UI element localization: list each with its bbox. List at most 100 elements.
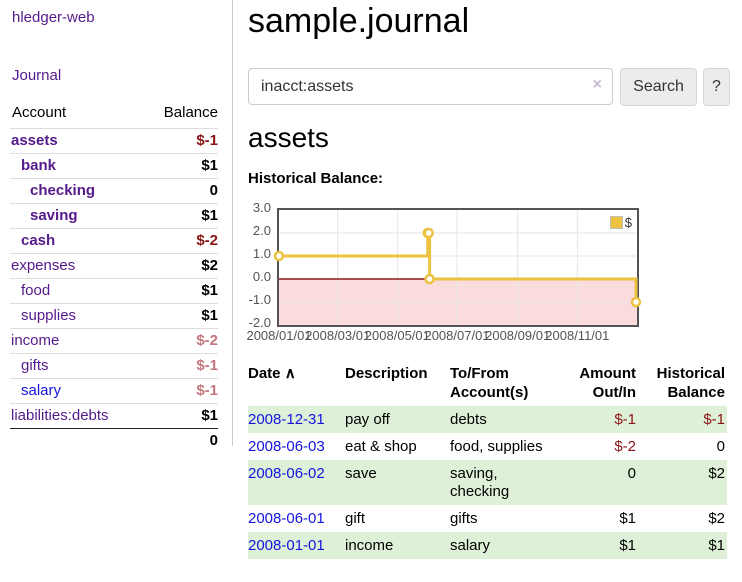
- page-title: sample.journal: [248, 2, 470, 40]
- app-title-link[interactable]: hledger-web: [12, 9, 95, 26]
- chart-title: Historical Balance:: [248, 170, 384, 187]
- account-row: bank $1: [10, 153, 218, 178]
- data-point-marker: [273, 250, 285, 262]
- txn-date[interactable]: 2008-12-31: [248, 411, 325, 428]
- y-axis-tick-label: -1.0: [248, 292, 271, 307]
- account-balance: $2: [201, 257, 218, 274]
- search-button[interactable]: Search: [620, 68, 697, 106]
- account-link-salary[interactable]: salary: [21, 382, 62, 399]
- account-balance: $-1: [196, 132, 218, 149]
- legend-swatch-icon: [609, 216, 623, 229]
- y-axis-tick-label: 3.0: [252, 200, 271, 215]
- account-link-assets[interactable]: assets: [11, 132, 58, 149]
- y-axis-tick-label: 2.0: [252, 223, 271, 238]
- chart-plot[interactable]: $: [273, 208, 642, 327]
- account-row: salary $-1: [10, 378, 218, 403]
- txn-date[interactable]: 2008-01-01: [248, 537, 325, 554]
- txn-amount: 0: [627, 465, 636, 482]
- accounts-total-row: 0: [10, 428, 218, 453]
- account-row: gifts $-1: [10, 353, 218, 378]
- account-column-header: Account: [12, 104, 67, 121]
- account-link-bank[interactable]: bank: [21, 157, 57, 174]
- y-axis-tick-label: -2.0: [248, 315, 271, 330]
- y-axis-tick-label: 1.0: [252, 246, 271, 261]
- register-header-row: Date ∧ Description To/From Account(s) Am…: [248, 360, 727, 406]
- x-axis-tick-label: 2008/01/01: [246, 328, 312, 343]
- search-form: ×: [248, 68, 613, 105]
- account-link-gifts[interactable]: gifts: [21, 357, 49, 374]
- account-row: food $1: [10, 278, 218, 303]
- account-row: supplies $1: [10, 303, 218, 328]
- data-point-marker: [630, 296, 642, 308]
- sidebar-divider: [232, 0, 233, 446]
- txn-date[interactable]: 2008-06-02: [248, 465, 325, 482]
- account-link-supplies[interactable]: supplies: [21, 307, 77, 324]
- account-balance: 0: [209, 182, 218, 199]
- register-row: 2008-06-03 eat & shop food, supplies $-2 0: [248, 433, 727, 460]
- data-point-marker: [423, 227, 434, 239]
- account-link-food[interactable]: food: [21, 282, 51, 299]
- account-tree-header: Account Balance: [10, 101, 218, 128]
- account-link-checking[interactable]: checking: [30, 182, 96, 199]
- txn-balance: $2: [708, 465, 725, 482]
- account-balance: $1: [201, 407, 218, 424]
- txn-description: income: [345, 537, 394, 554]
- x-axis-tick-label: 2008/07/01: [424, 328, 490, 343]
- account-row: expenses $2: [10, 253, 218, 278]
- amount-column-header: Amount Out/In: [579, 365, 636, 401]
- account-row: assets $-1: [10, 128, 218, 153]
- account-row: cash $-2: [10, 228, 218, 253]
- account-tree-body: assets $-1 bank $1 checking 0 saving $1 cash $-2 e…: [10, 128, 218, 428]
- txn-date[interactable]: 2008-06-01: [248, 510, 325, 527]
- account-link-saving[interactable]: saving: [30, 207, 78, 224]
- search-input[interactable]: [248, 68, 613, 105]
- account-balance: $1: [201, 282, 218, 299]
- accounts-column-header: To/From Account(s): [450, 365, 529, 401]
- help-button[interactable]: ?: [703, 68, 730, 106]
- txn-description: save: [345, 465, 377, 482]
- sort-asc-icon: ∧: [284, 365, 296, 382]
- x-axis-tick-label: 2008/03/01: [305, 328, 371, 343]
- txn-amount: $1: [619, 510, 636, 527]
- x-axis-tick-label: 2008/09/01: [485, 328, 551, 343]
- account-heading: assets: [248, 122, 329, 153]
- txn-balance: 0: [716, 438, 725, 455]
- description-column-header: Description: [345, 365, 428, 382]
- txn-accounts: debts: [450, 411, 487, 428]
- txn-accounts: gifts: [450, 510, 478, 527]
- historical-balance-chart: 3.0 2.0 1.0 0.0 -1.0 -2.0 $ 2008/01/01 2008/03…: [243, 200, 643, 350]
- account-link-income[interactable]: income: [11, 332, 60, 349]
- txn-amount: $-2: [614, 438, 636, 455]
- sidebar-item-journal[interactable]: Journal: [12, 67, 62, 84]
- balance-column-header: Historical Balance: [656, 365, 725, 401]
- account-balance: $1: [201, 307, 218, 324]
- account-row: liabilities:debts $1: [10, 403, 218, 428]
- x-axis-tick-label: 2008/11/01: [545, 328, 610, 343]
- register-row: 2008-01-01 income salary $1 $1: [248, 532, 727, 559]
- balance-column-header: Balance: [163, 104, 218, 121]
- account-balance: $1: [201, 157, 218, 174]
- register-table: Date ∧ Description To/From Account(s) Am…: [248, 360, 727, 559]
- account-link-expenses[interactable]: expenses: [11, 257, 76, 274]
- register-row: 2008-12-31 pay off debts $-1 $-1: [248, 406, 727, 433]
- account-row: saving $1: [10, 203, 218, 228]
- txn-balance: $2: [708, 510, 725, 527]
- txn-accounts: salary: [450, 537, 491, 554]
- legend-label: $: [624, 215, 632, 230]
- txn-accounts: saving, checking: [450, 465, 510, 500]
- txn-date[interactable]: 2008-06-03: [248, 438, 325, 455]
- register-row: 2008-06-02 save saving, checking 0 $2: [248, 460, 727, 505]
- clear-search-icon[interactable]: ×: [592, 76, 602, 93]
- txn-description: pay off: [345, 411, 390, 428]
- account-balance: $1: [201, 207, 218, 224]
- account-link-liabilities-debts[interactable]: liabilities:debts: [11, 407, 109, 424]
- account-row: income $-2: [10, 328, 218, 353]
- date-column-header: Date ∧: [248, 365, 296, 382]
- chart-legend: $: [607, 214, 634, 231]
- account-link-cash[interactable]: cash: [21, 232, 56, 249]
- txn-accounts: food, supplies: [450, 438, 543, 455]
- txn-balance: $1: [708, 537, 725, 554]
- account-balance: $-2: [196, 232, 218, 249]
- x-axis-tick-label: 2008/05/01: [364, 328, 430, 343]
- txn-description: eat & shop: [345, 438, 417, 455]
